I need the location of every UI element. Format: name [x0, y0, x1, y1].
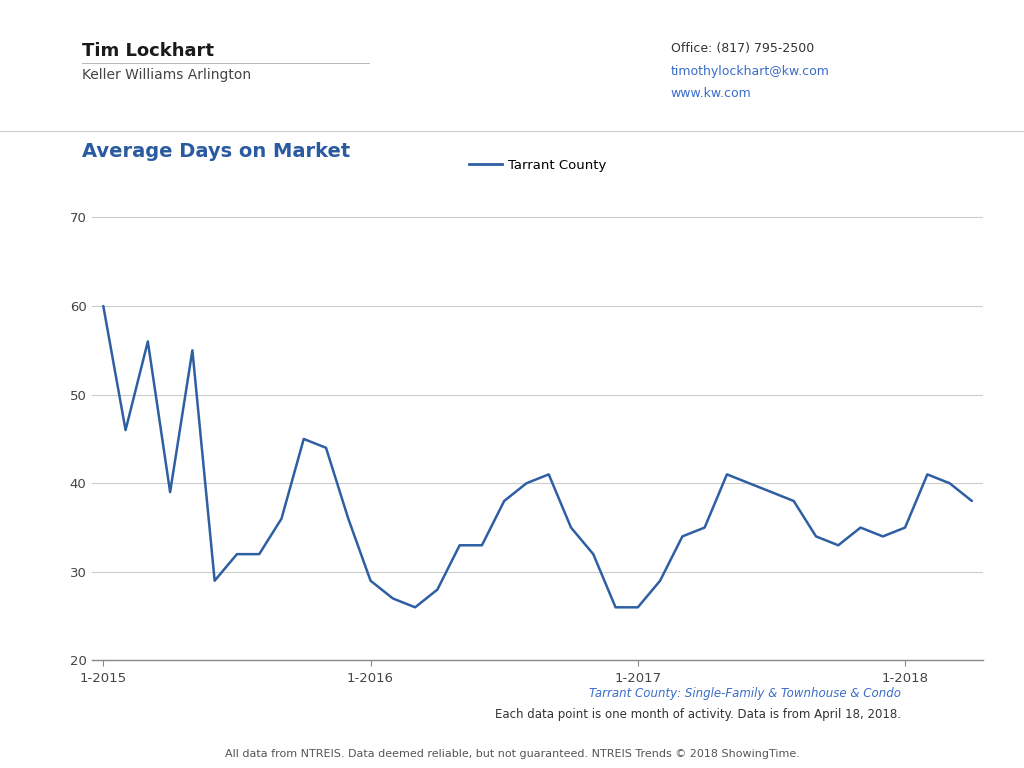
- Text: Each data point is one month of activity. Data is from April 18, 2018.: Each data point is one month of activity…: [496, 708, 901, 721]
- Text: Keller Williams Arlington: Keller Williams Arlington: [82, 68, 251, 81]
- Text: Average Days on Market: Average Days on Market: [82, 142, 350, 161]
- Text: Tarrant County: Single-Family & Townhouse & Condo: Tarrant County: Single-Family & Townhous…: [589, 687, 901, 700]
- Text: All data from NTREIS. Data deemed reliable, but not guaranteed. NTREIS Trends © : All data from NTREIS. Data deemed reliab…: [224, 749, 800, 759]
- Text: Office: (817) 795-2500: Office: (817) 795-2500: [671, 42, 814, 55]
- Legend: Tarrant County: Tarrant County: [463, 154, 612, 177]
- Text: timothylockhart@kw.com: timothylockhart@kw.com: [671, 65, 829, 78]
- Text: www.kw.com: www.kw.com: [671, 87, 752, 100]
- Text: Tim Lockhart: Tim Lockhart: [82, 42, 214, 60]
